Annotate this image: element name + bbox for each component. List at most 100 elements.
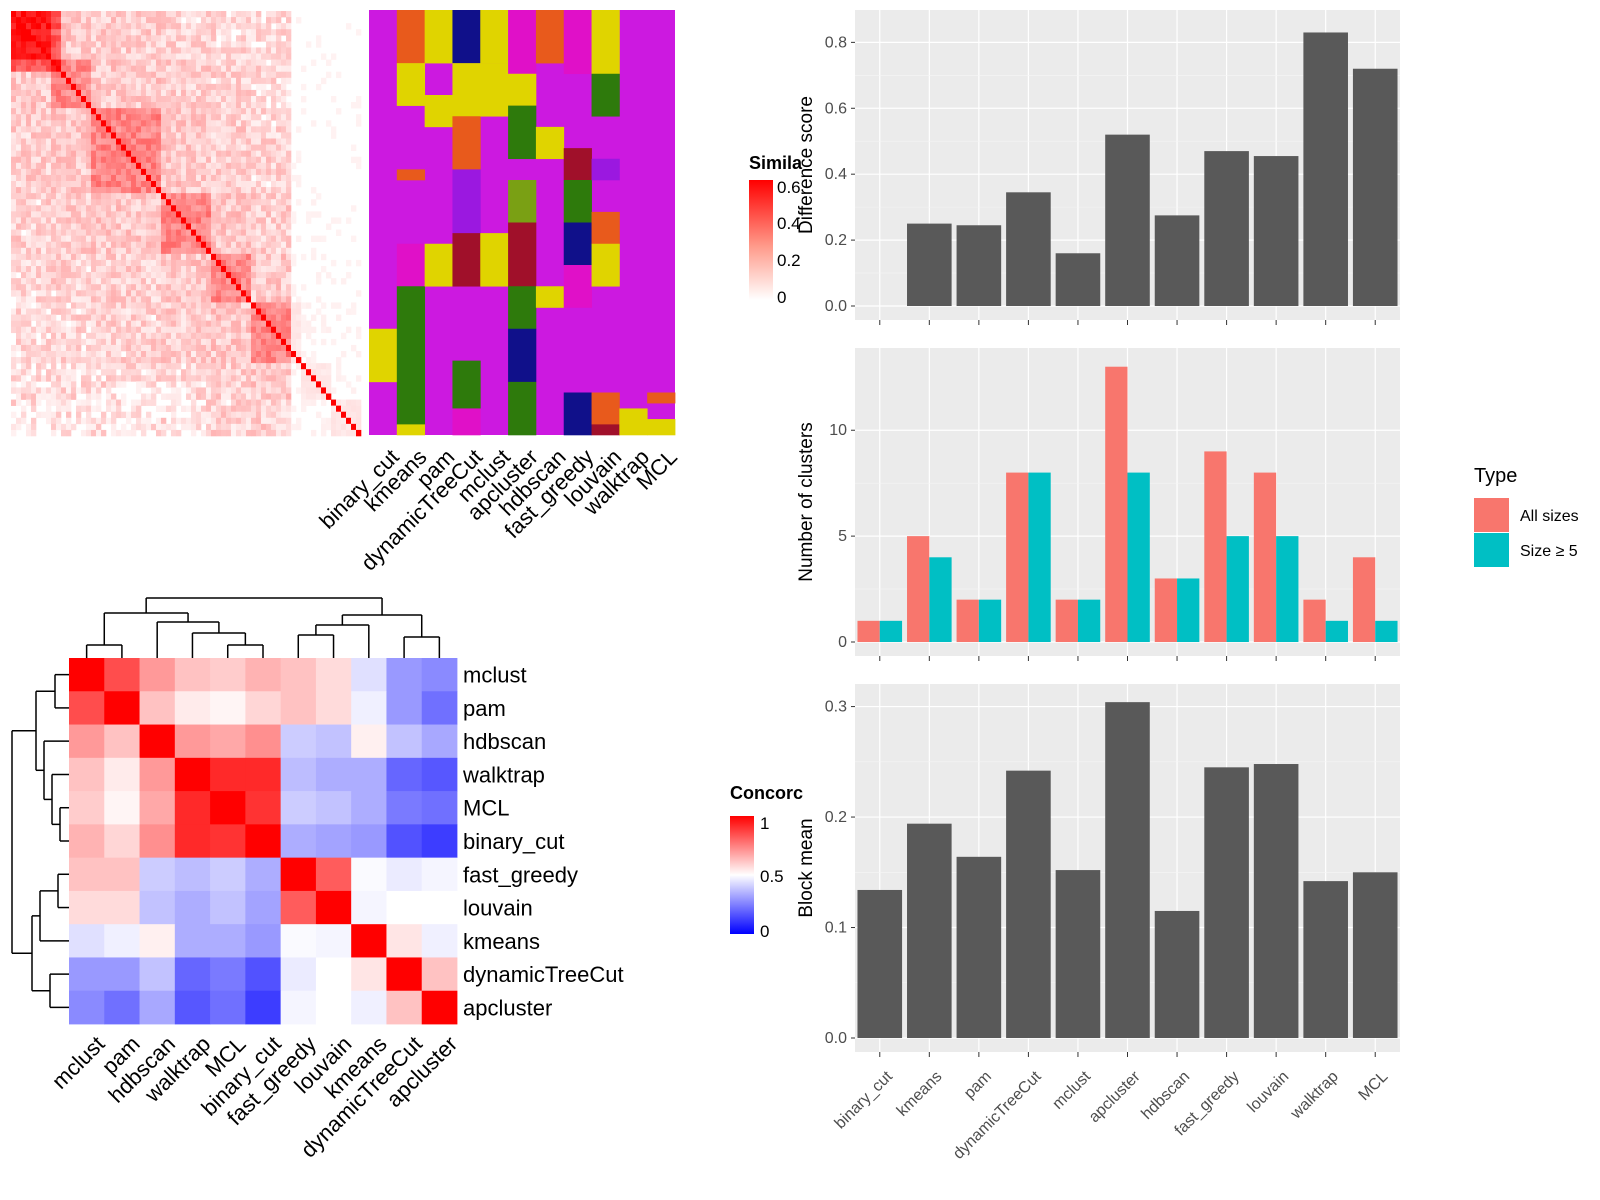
similarity-cell — [181, 23, 187, 30]
similarity-cell — [276, 71, 282, 79]
similarity-cell — [16, 181, 22, 188]
similarity-cell — [81, 29, 87, 36]
similarity-cell — [171, 338, 177, 346]
similarity-cell — [86, 235, 92, 243]
similarity-cell — [346, 326, 352, 334]
similarity-cell — [156, 83, 162, 91]
similarity-cell — [71, 187, 77, 194]
concordance-cell — [245, 857, 282, 892]
concordance-cell — [210, 824, 246, 859]
similarity-cell — [216, 272, 222, 279]
similarity-cell — [91, 211, 97, 218]
similarity-cell — [46, 399, 52, 406]
similarity-cell — [196, 375, 202, 382]
similarity-cell — [276, 266, 282, 273]
similarity-cell — [326, 381, 332, 388]
similarity-cell — [86, 272, 92, 279]
similarity-cell — [321, 399, 327, 406]
class-cell — [452, 169, 481, 234]
similarity-cell — [276, 199, 282, 206]
similarity-cell — [166, 423, 172, 431]
similarity-cell — [26, 284, 32, 291]
similarity-cell — [286, 278, 292, 285]
similarity-cell — [51, 344, 57, 352]
similarity-cell — [191, 302, 197, 309]
similarity-cell — [256, 357, 262, 364]
similarity-cell — [236, 138, 242, 145]
similarity-cell — [211, 308, 217, 315]
similarity-cell — [131, 187, 137, 194]
similarity-cell — [121, 174, 127, 182]
similarity-cell — [131, 77, 137, 85]
class-cell — [396, 286, 426, 425]
similarity-cell — [136, 77, 142, 85]
similarity-cell — [226, 357, 232, 364]
similarity-cell — [311, 247, 317, 255]
similarity-cell — [196, 23, 202, 30]
similarity-cell — [266, 387, 272, 394]
similarity-cell — [126, 351, 132, 358]
similarity-cell — [116, 162, 122, 170]
similarity-cell — [141, 423, 147, 431]
similarity-cell — [141, 11, 147, 18]
similarity-cell — [11, 387, 17, 394]
similarity-cell — [226, 326, 232, 334]
similarity-cell — [221, 150, 227, 158]
similarity-cell — [256, 411, 262, 419]
similarity-cell — [106, 253, 112, 261]
similarity-cell — [221, 369, 227, 376]
similarity-cell — [106, 387, 112, 394]
similarity-cell — [76, 174, 82, 182]
similarity-cell — [121, 284, 127, 291]
similarity-cell — [221, 381, 227, 388]
similarity-cell — [66, 326, 72, 334]
similarity-cell — [146, 338, 152, 346]
similarity-cell — [116, 11, 122, 18]
concordance-row-label: hdbscan — [463, 729, 546, 754]
similarity-cell — [11, 223, 17, 230]
similarity-cell — [231, 211, 237, 218]
similarity-cell — [206, 114, 212, 121]
similarity-cell — [116, 375, 122, 382]
similarity-cell — [161, 253, 167, 261]
similarity-cell — [166, 229, 172, 236]
concordance-cell — [315, 857, 352, 892]
similarity-cell — [16, 47, 22, 54]
similarity-cell — [81, 387, 87, 394]
similarity-cell — [181, 351, 187, 358]
similarity-cell — [66, 138, 72, 145]
similarity-cell — [266, 338, 272, 346]
similarity-cell — [266, 71, 272, 79]
similarity-cell — [71, 29, 77, 36]
similarity-cell — [36, 59, 42, 66]
similarity-cell — [41, 193, 47, 200]
similarity-cell — [21, 205, 27, 212]
similarity-cell — [261, 53, 267, 60]
similarity-cell — [246, 381, 252, 388]
similarity-cell — [161, 102, 167, 109]
similarity-cell — [286, 126, 292, 133]
similarity-cell — [156, 17, 162, 24]
similarity-cell — [256, 144, 262, 151]
similarity-cell — [111, 83, 117, 91]
similarity-cell — [236, 211, 242, 218]
concordance-cell — [315, 658, 352, 692]
similarity-cell — [191, 77, 197, 85]
similarity-cell — [71, 96, 77, 103]
similarity-cell — [216, 156, 222, 164]
similarity-cell — [206, 65, 212, 73]
similarity-cell — [231, 223, 237, 230]
similarity-cell — [226, 423, 232, 431]
similarity-cell — [276, 138, 282, 145]
similarity-cell — [201, 205, 207, 212]
similarity-cell — [91, 47, 97, 54]
similarity-cell — [106, 23, 112, 30]
similarity-cell — [261, 199, 267, 206]
concordance-cell — [69, 924, 105, 958]
similarity-cell — [166, 259, 172, 267]
similarity-cell — [291, 344, 297, 352]
similarity-cell — [41, 344, 47, 352]
similarity-cell — [266, 17, 272, 24]
similarity-cell — [86, 83, 92, 91]
similarity-cell — [76, 144, 82, 151]
